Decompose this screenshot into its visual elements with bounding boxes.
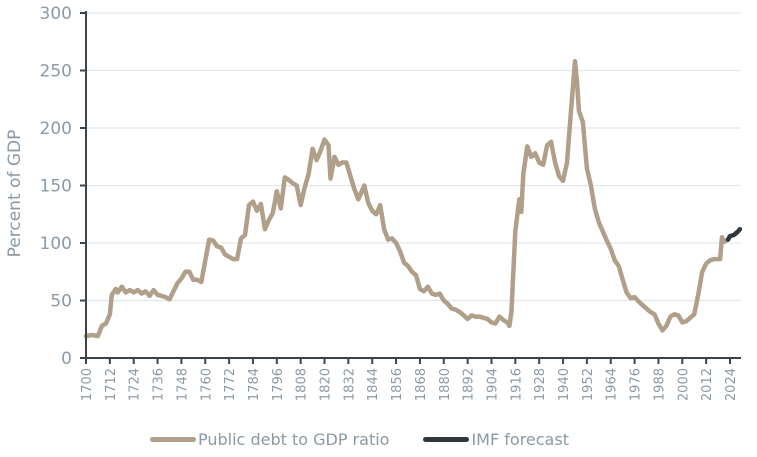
x-tick-label-1880: 1880 <box>438 368 453 401</box>
x-tick-label-1904: 1904 <box>485 368 500 401</box>
x-tick-label-1940: 1940 <box>557 368 572 401</box>
legend-swatch-debt <box>150 437 196 442</box>
x-tick-label-1916: 1916 <box>509 368 524 401</box>
x-tick-label-1868: 1868 <box>414 368 429 401</box>
x-tick-label-1760: 1760 <box>199 368 214 401</box>
x-tick-label-1928: 1928 <box>533 368 548 401</box>
y-tick-label-250: 250 <box>40 62 72 82</box>
y-tick-label-300: 300 <box>40 4 72 24</box>
x-tick-label-1988: 1988 <box>652 368 667 401</box>
series-line-public-debt <box>83 59 731 339</box>
x-tick-label-1976: 1976 <box>629 368 644 401</box>
y-tick-label-150: 150 <box>40 177 72 197</box>
x-tick-label-1796: 1796 <box>271 368 286 401</box>
x-tick-label-2024: 2024 <box>724 368 739 401</box>
gridlines <box>86 12 741 302</box>
x-tick-label-2012: 2012 <box>700 368 715 401</box>
y-tick-label-100: 100 <box>40 234 72 254</box>
x-tick-label-1712: 1712 <box>104 368 119 401</box>
legend-item-debt: Public debt to GDP ratio <box>150 430 389 449</box>
legend-item-forecast: IMF forecast <box>423 430 569 449</box>
x-tick-label-1832: 1832 <box>342 368 357 401</box>
x-tick-label-1736: 1736 <box>152 368 167 401</box>
x-tick-labels: 1700 1712 1724 1736 1748 1760 1772 1784 1796 1808… <box>80 368 739 401</box>
x-tick-label-1892: 1892 <box>462 368 477 401</box>
x-tick-label-1784: 1784 <box>247 368 262 401</box>
y-tick-label-0: 0 <box>61 349 72 369</box>
legend-swatch-forecast <box>423 437 470 442</box>
x-tick-label-1808: 1808 <box>295 368 310 401</box>
legend-label-forecast: IMF forecast <box>471 430 569 449</box>
x-tick-label-1952: 1952 <box>581 368 596 401</box>
x-tick-label-1820: 1820 <box>319 368 334 401</box>
x-tick-label-2000: 2000 <box>676 368 691 401</box>
y-tick-label-200: 200 <box>40 119 72 139</box>
x-tick-label-1844: 1844 <box>366 368 381 401</box>
x-tick-label-1856: 1856 <box>390 368 405 401</box>
y-tick-labels: 0 50 100 150 200 250 300 <box>40 4 72 369</box>
y-axis-title: Percent of GDP <box>5 130 25 258</box>
y-tick-label-50: 50 <box>50 292 72 312</box>
x-tick-label-1772: 1772 <box>223 368 238 401</box>
x-tick-label-1748: 1748 <box>175 368 190 401</box>
x-tick-label-1700: 1700 <box>80 368 95 401</box>
series-lines <box>83 59 743 339</box>
axes <box>80 11 741 364</box>
x-tick-label-1964: 1964 <box>605 368 620 401</box>
x-tick-label-1724: 1724 <box>128 368 143 401</box>
legend: Public debt to GDP ratio IMF forecast <box>150 430 569 449</box>
series-line-imf-forecast <box>725 226 743 242</box>
legend-label-debt: Public debt to GDP ratio <box>198 430 390 449</box>
